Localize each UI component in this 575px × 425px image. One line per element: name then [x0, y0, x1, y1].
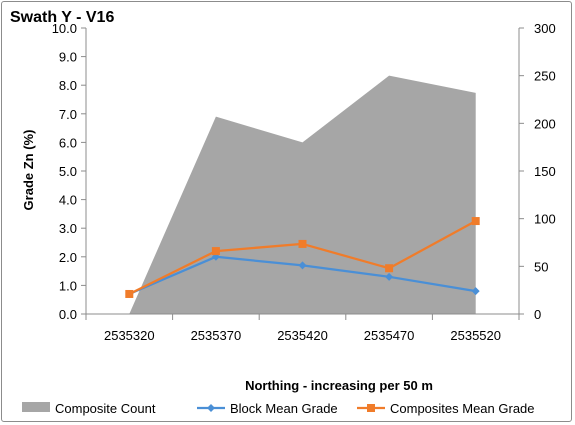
x-tick-label: 2535370: [191, 328, 242, 343]
composites-mean-grade-point: [125, 289, 134, 298]
y2-tick-label: 300: [534, 21, 556, 36]
y-axis-ticks: 0.0 1.0 2.0 3.0 4.0 5.0 6.0 7.0 8.0 9.0 10.0: [52, 21, 86, 322]
composite-count-area: [129, 75, 476, 315]
y-tick-label: 10.0: [52, 21, 77, 36]
line-layer: [125, 217, 480, 298]
block-mean-grade-legend-label: Block Mean Grade: [230, 401, 338, 416]
composites-mean-grade-legend-marker: [367, 404, 375, 412]
axes: [85, 28, 520, 315]
y-tick-label: 8.0: [59, 78, 77, 93]
y2-tick-label: 50: [534, 259, 548, 274]
y2-tick-label: 100: [534, 212, 556, 227]
y-tick-label: 6.0: [59, 135, 77, 150]
composites-mean-grade-point: [385, 264, 394, 273]
composite-count-legend-swatch: [22, 402, 50, 412]
legend: Composite Count Block Mean Grade Composite…: [22, 401, 535, 416]
area-layer: [129, 75, 476, 315]
y-tick-label: 3.0: [59, 221, 77, 236]
y-tick-label: 4.0: [59, 193, 77, 208]
composites-mean-grade-point: [211, 247, 220, 256]
y2-axis-ticks: 0 50 100 150 200 250 300: [519, 21, 556, 322]
y-tick-label: 7.0: [59, 107, 77, 122]
y-axis-title: Grade Zn (%): [21, 130, 36, 211]
y-tick-label: 5.0: [59, 164, 77, 179]
x-tick-label: 2535470: [364, 328, 415, 343]
x-axis-title: Northing - increasing per 50 m: [245, 378, 433, 393]
y-tick-label: 1.0: [59, 278, 77, 293]
y2-tick-label: 200: [534, 116, 556, 131]
y-tick-label: 0.0: [59, 307, 77, 322]
y-tick-label: 9.0: [59, 50, 77, 65]
y2-tick-label: 150: [534, 164, 556, 179]
x-axis-ticks: 2535320 2535370 2535420 2535470 2535520: [85, 314, 520, 343]
block-mean-grade-legend-marker: [207, 404, 215, 412]
composites-mean-grade-legend-label: Composites Mean Grade: [390, 401, 535, 416]
block-mean-grade-point: [385, 272, 394, 281]
x-tick-label: 2535320: [104, 328, 155, 343]
block-mean-grade-point: [471, 287, 480, 296]
y2-tick-label: 0: [534, 307, 541, 322]
block-mean-grade-point: [298, 261, 307, 270]
chart-title: Swath Y - V16: [10, 9, 114, 26]
composite-count-legend-label: Composite Count: [55, 401, 156, 416]
composites-mean-grade-point: [298, 239, 307, 248]
y2-tick-label: 250: [534, 69, 556, 84]
x-tick-label: 2535420: [277, 328, 328, 343]
y-tick-label: 2.0: [59, 250, 77, 265]
composites-mean-grade-point: [471, 217, 480, 226]
x-tick-label: 2535520: [450, 328, 501, 343]
